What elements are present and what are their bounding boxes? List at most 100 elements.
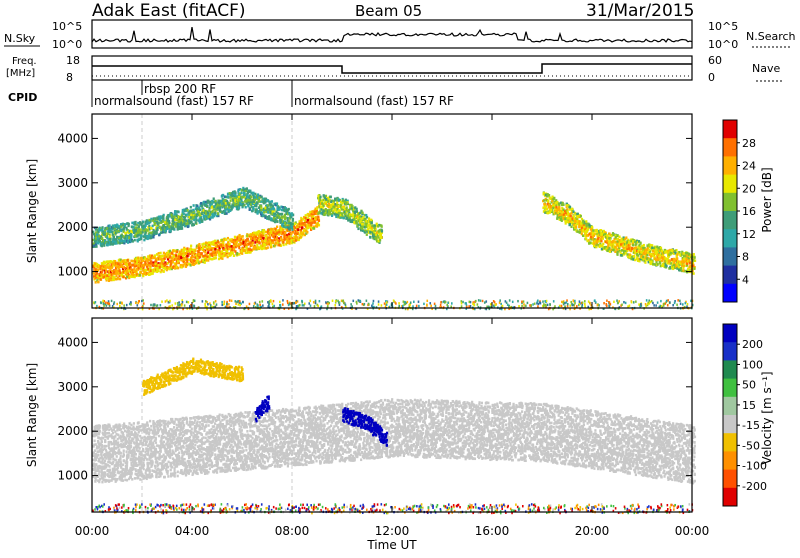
nave-tick-top: 60	[708, 54, 722, 67]
heatmap-cell	[199, 256, 201, 259]
heatmap-cell	[643, 244, 645, 247]
heatmap-cell	[147, 237, 149, 240]
heatmap-cell	[226, 250, 228, 253]
heatmap-cell	[582, 220, 584, 223]
heatmap-cell	[174, 219, 176, 222]
heatmap-cell	[273, 305, 275, 307]
heatmap-cell	[132, 264, 134, 267]
heatmap-cell	[130, 230, 132, 233]
heatmap-cell	[683, 252, 685, 255]
heatmap-cell	[255, 205, 257, 208]
heatmap-cell	[589, 241, 591, 244]
heatmap-cell	[188, 222, 190, 225]
heatmap-cell	[569, 304, 571, 306]
heatmap-cell	[683, 261, 685, 264]
heatmap-cell	[602, 243, 604, 246]
heatmap-cell	[343, 217, 345, 220]
heatmap-cell	[313, 301, 315, 303]
freq-tick-top: 18	[66, 54, 80, 67]
heatmap-cell	[95, 245, 97, 248]
heatmap-cell	[603, 302, 605, 304]
heatmap-cell	[159, 252, 161, 255]
heatmap-cell	[379, 239, 381, 242]
heatmap-cell	[215, 245, 217, 248]
heatmap-cell	[135, 226, 137, 229]
heatmap-cell	[302, 304, 304, 306]
heatmap-cell	[575, 226, 577, 229]
heatmap-cell	[280, 228, 282, 231]
heatmap-cell	[579, 300, 581, 302]
cpid-segment-2: rbsp 200 RF	[144, 82, 216, 96]
heatmap-cell	[693, 267, 695, 270]
heatmap-cell	[612, 240, 614, 243]
heatmap-cell	[362, 303, 364, 305]
heatmap-cell	[593, 245, 595, 248]
heatmap-cell	[228, 243, 230, 246]
heatmap-cell	[144, 261, 146, 264]
heatmap-cell	[144, 232, 146, 235]
heatmap-cell	[202, 209, 204, 212]
heatmap-cell	[201, 220, 203, 223]
heatmap-cell	[116, 303, 118, 305]
heatmap-cell	[365, 214, 367, 217]
heatmap-cell	[547, 304, 549, 306]
heatmap-cell	[435, 305, 437, 307]
heatmap-cell	[351, 305, 353, 307]
heatmap-cell	[221, 257, 223, 260]
heatmap-cell	[542, 300, 544, 302]
heatmap-cell	[106, 304, 108, 306]
heatmap-cell	[194, 249, 196, 252]
heatmap-cell	[130, 303, 132, 305]
heatmap-cell	[646, 299, 648, 301]
heatmap-cell	[109, 224, 111, 227]
heatmap-cell	[121, 302, 123, 304]
heatmap-cell	[146, 263, 148, 266]
heatmap-cell	[172, 227, 174, 230]
heatmap-cell	[146, 235, 148, 238]
heatmap-cell	[667, 304, 669, 306]
heatmap-cell	[629, 253, 631, 256]
heatmap-cell	[573, 215, 575, 218]
cpid-panel: CPID normalsound (fast) 157 RF rbsp 200 …	[8, 80, 454, 108]
heatmap-cell	[668, 261, 670, 264]
heatmap-cell	[257, 211, 259, 214]
heatmap-cell	[616, 244, 618, 247]
nsearch-tick-top: 10^5	[708, 20, 738, 33]
heatmap-cell	[362, 223, 364, 226]
heatmap-cell	[105, 302, 107, 304]
heatmap-cell	[294, 223, 296, 226]
heatmap-cell	[252, 248, 254, 251]
heatmap-cell	[242, 203, 244, 206]
heatmap-cell	[576, 216, 578, 219]
heatmap-cell	[202, 255, 204, 258]
heatmap-cell	[561, 219, 563, 222]
heatmap-cell	[212, 213, 214, 216]
heatmap-cell	[208, 207, 210, 210]
heatmap-cell	[291, 225, 293, 228]
heatmap-cell	[635, 246, 637, 249]
heatmap-cell	[369, 231, 371, 234]
heatmap-cell	[412, 305, 414, 307]
heatmap-cell	[572, 299, 574, 301]
heatmap-cell	[332, 200, 334, 203]
heatmap-cell	[204, 251, 206, 254]
heatmap-cell	[251, 244, 253, 247]
heatmap-cell	[564, 217, 566, 220]
heatmap-cell	[134, 239, 136, 242]
heatmap-cell	[242, 189, 244, 192]
heatmap-cell	[339, 209, 341, 212]
heatmap-cell	[650, 255, 652, 258]
heatmap-cell	[585, 237, 587, 240]
heatmap-cell	[632, 244, 634, 247]
heatmap-cell	[141, 257, 143, 260]
heatmap-cell	[307, 227, 309, 230]
heatmap-cell	[219, 206, 221, 209]
heatmap-cell	[268, 235, 270, 238]
heatmap-cell	[314, 210, 316, 213]
heatmap-cell	[227, 256, 229, 259]
heatmap-cell	[164, 267, 166, 270]
heatmap-cell	[282, 229, 284, 232]
heatmap-cell	[205, 305, 207, 307]
heatmap-cell	[682, 269, 684, 272]
heatmap-cell	[309, 211, 311, 214]
